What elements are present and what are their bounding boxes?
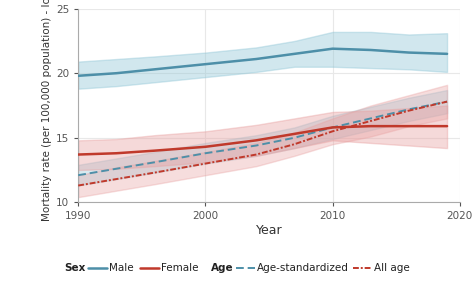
Text: Age: Age (211, 263, 234, 273)
Text: All age: All age (374, 263, 410, 273)
Text: Age-standardized: Age-standardized (257, 263, 349, 273)
Text: Female: Female (161, 263, 199, 273)
Text: Sex: Sex (64, 263, 85, 273)
Y-axis label: Mortality rate (per 100,000 population) - log: Mortality rate (per 100,000 population) … (42, 0, 52, 221)
X-axis label: Year: Year (255, 224, 283, 237)
Text: Male: Male (109, 263, 134, 273)
